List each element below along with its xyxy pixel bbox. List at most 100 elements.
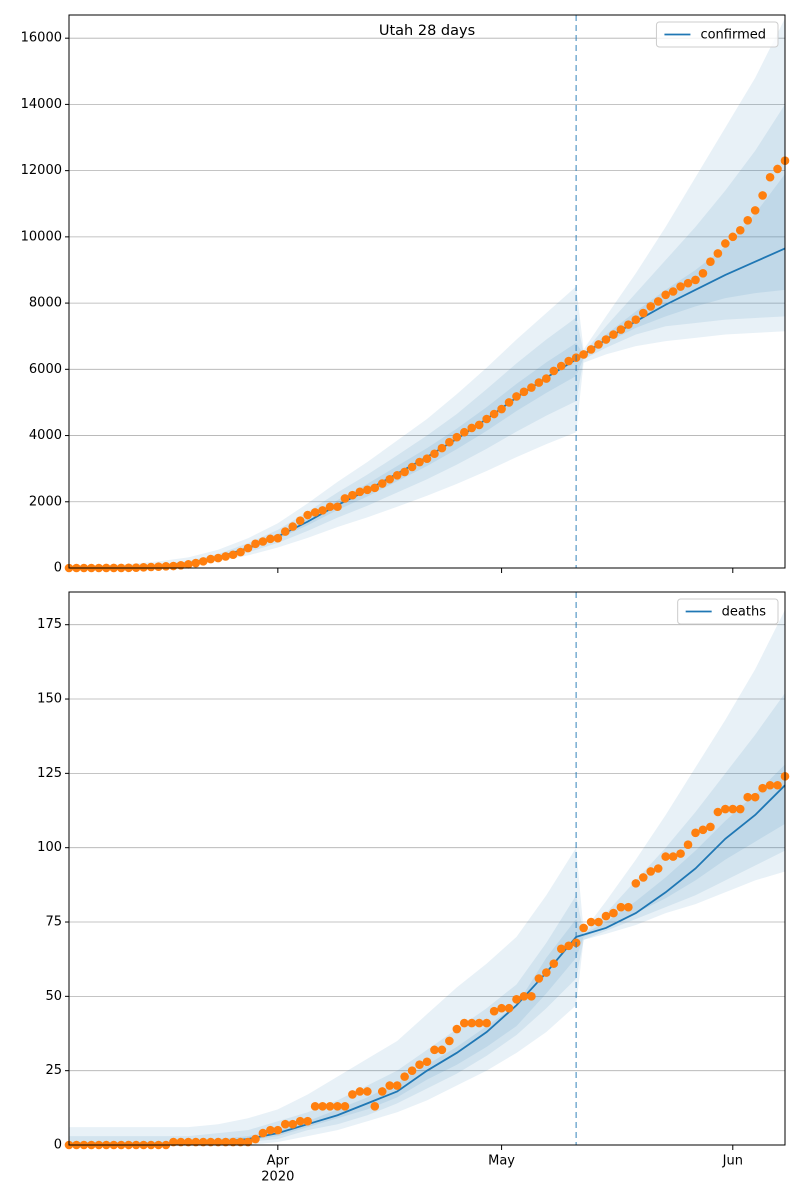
observed-point: [325, 502, 335, 512]
observed-point: [586, 917, 596, 927]
observed-point: [601, 911, 611, 921]
observed-point: [318, 506, 327, 515]
observed-point: [743, 792, 753, 802]
observed-point: [683, 278, 693, 288]
observed-point: [363, 1087, 372, 1096]
observed-point: [206, 554, 216, 564]
observed-point: [564, 356, 574, 366]
band: [69, 764, 785, 1145]
observed-point: [773, 164, 782, 174]
observed-point: [392, 1081, 402, 1090]
y-tick-label: 14000: [21, 97, 62, 112]
plot-frame: [68, 14, 786, 569]
y-tick-label: 125: [37, 766, 62, 781]
observed-point: [638, 308, 648, 318]
x-tick-label: Jun: [722, 1154, 743, 1169]
observed-point: [512, 392, 521, 401]
observed-point: [184, 1137, 193, 1147]
y-tick-label: 8000: [29, 296, 62, 311]
observed-point: [310, 508, 320, 517]
observed-point: [750, 206, 760, 215]
observed-point: [422, 1057, 432, 1067]
legend-box: [655, 21, 779, 48]
observed-point: [348, 1090, 357, 1099]
observed-point: [691, 275, 700, 285]
observed-point: [310, 1102, 320, 1111]
observed-point: [213, 553, 223, 563]
observed-point: [527, 383, 536, 392]
observed-point: [266, 1125, 275, 1135]
observed-point: [333, 502, 342, 512]
observed-point: [646, 302, 656, 311]
observed-point: [340, 494, 350, 503]
observed-point: [519, 387, 529, 397]
observed-point: [549, 959, 559, 968]
y-tick-label: 4000: [29, 428, 62, 443]
observed-point: [743, 216, 753, 225]
observed-point: [668, 287, 678, 296]
observed-point: [504, 398, 514, 407]
observed-point: [758, 783, 767, 793]
observed-point: [556, 361, 566, 371]
observed-point: [609, 908, 618, 918]
observed-point: [728, 232, 738, 242]
observed-point: [713, 807, 723, 817]
legend-box: [677, 598, 779, 625]
observed-point: [728, 804, 738, 814]
y-tick-label: 10000: [21, 229, 62, 244]
observed-point: [407, 1066, 417, 1075]
observed-point: [407, 462, 417, 472]
observed-point: [169, 561, 178, 571]
observed-point: [638, 873, 648, 882]
observed-point: [430, 1045, 439, 1055]
observed-point: [415, 457, 424, 467]
observed-point: [303, 1116, 312, 1126]
observed-point: [556, 944, 566, 954]
y-tick-label: 175: [37, 617, 62, 632]
observed-point: [348, 490, 357, 500]
observed-point: [161, 562, 171, 571]
observed-point: [713, 249, 723, 258]
observed-point: [661, 290, 670, 300]
x-year-label: 2020: [261, 1170, 294, 1185]
observed-point: [504, 1003, 514, 1013]
y-tick-label: 75: [45, 915, 62, 930]
observed-point: [579, 350, 588, 359]
y-tick-label: 50: [45, 989, 62, 1004]
observed-point: [467, 423, 477, 433]
observed-point: [758, 191, 767, 200]
observed-point: [243, 543, 253, 553]
observed-point: [363, 485, 372, 495]
observed-point: [258, 537, 268, 546]
observed-point: [154, 562, 163, 571]
observed-point: [564, 941, 574, 951]
observed-point: [318, 1102, 327, 1111]
observed-point: [176, 1137, 186, 1147]
legend-label: deaths: [722, 605, 767, 620]
observed-point: [616, 325, 626, 334]
y-tick-label: 100: [37, 840, 62, 855]
observed-point: [489, 409, 499, 419]
observed-point: [251, 539, 260, 549]
observed-point: [512, 995, 521, 1004]
observed-point: [280, 527, 290, 536]
observed-point: [721, 804, 730, 814]
observed-point: [706, 822, 715, 832]
y-tick-label: 0: [54, 561, 62, 576]
observed-point: [340, 1102, 350, 1111]
observed-point: [139, 563, 148, 572]
observed-point: [474, 420, 484, 430]
observed-point: [295, 516, 305, 525]
observed-point: [221, 552, 230, 561]
y-tick-label: 0: [54, 1138, 62, 1153]
observed-point: [191, 558, 201, 568]
observed-point: [721, 239, 730, 248]
y-tick-label: 2000: [29, 494, 62, 509]
observed-point: [631, 879, 641, 888]
observed-point: [676, 849, 685, 858]
observed-point: [773, 780, 782, 790]
observed-point: [437, 1045, 447, 1055]
observed-point: [236, 1137, 245, 1147]
observed-point: [661, 852, 670, 861]
observed-point: [198, 1137, 208, 1147]
